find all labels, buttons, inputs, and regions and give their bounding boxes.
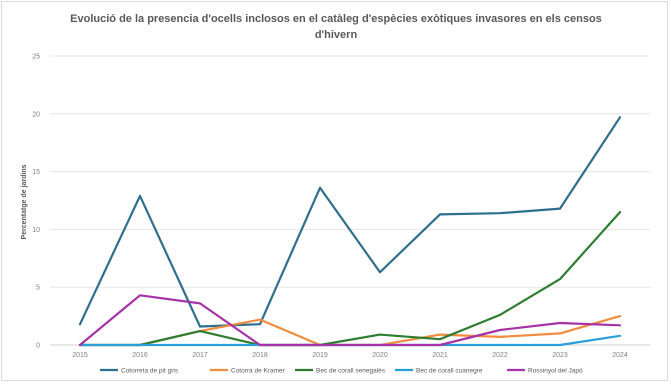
x-tick-label: 2015 xyxy=(72,352,88,359)
y-tick-label: 15 xyxy=(32,169,40,176)
chart-title-line-2: d'hivern xyxy=(315,29,358,41)
legend-label: Rossinyol del Japó xyxy=(528,367,583,374)
legend-label: Cotorra de Kramer xyxy=(231,367,286,374)
x-tick-label: 2020 xyxy=(372,352,388,359)
series-line-3 xyxy=(78,211,622,347)
legend-label: Bec de corall cuanegre xyxy=(416,367,483,374)
legend: Cotorreta de pit gris Cotorra de Kramer Be… xyxy=(100,367,583,374)
y-tick-label: 20 xyxy=(32,111,40,118)
y-tick-label: 5 xyxy=(36,285,40,292)
legend-item: Bec de corall cuanegre xyxy=(395,367,483,374)
legend-item: Bec de corall senegalès xyxy=(295,367,386,374)
x-tick-label: 2019 xyxy=(312,352,328,359)
y-axis-label: Percentatge de jardins xyxy=(21,164,28,239)
x-tick-labels: 2015 2016 2017 2018 2019 2020 2021 2022 2023 2024 xyxy=(72,352,628,359)
y-tick-label: 10 xyxy=(32,227,40,234)
x-tick-label: 2017 xyxy=(192,352,208,359)
legend-item: Cotorreta de pit gris xyxy=(100,367,179,374)
series-line-1 xyxy=(78,116,622,328)
x-tick-label: 2023 xyxy=(552,352,568,359)
x-tick-label: 2024 xyxy=(612,352,628,359)
x-tick-label: 2016 xyxy=(132,352,148,359)
legend-item: Rossinyol del Japó xyxy=(507,367,583,374)
series-line-5 xyxy=(78,294,622,347)
chart-title: Evolució de la presencia d'ocells inclos… xyxy=(70,13,602,41)
y-tick-labels: 0 5 10 15 20 25 xyxy=(32,54,40,350)
x-tick-label: 2021 xyxy=(432,352,448,359)
legend-label: Bec de corall senegalès xyxy=(316,367,386,374)
legend-label: Cotorreta de pit gris xyxy=(121,367,179,374)
series-lines xyxy=(78,116,622,347)
gridlines xyxy=(50,55,650,346)
x-tick-label: 2022 xyxy=(492,352,508,359)
chart-title-line-1: Evolució de la presencia d'ocells inclos… xyxy=(70,13,602,25)
legend-item: Cotorra de Kramer xyxy=(210,367,286,374)
y-tick-label: 25 xyxy=(32,54,40,61)
x-tick-label: 2018 xyxy=(252,352,268,359)
y-tick-label: 0 xyxy=(36,343,40,350)
